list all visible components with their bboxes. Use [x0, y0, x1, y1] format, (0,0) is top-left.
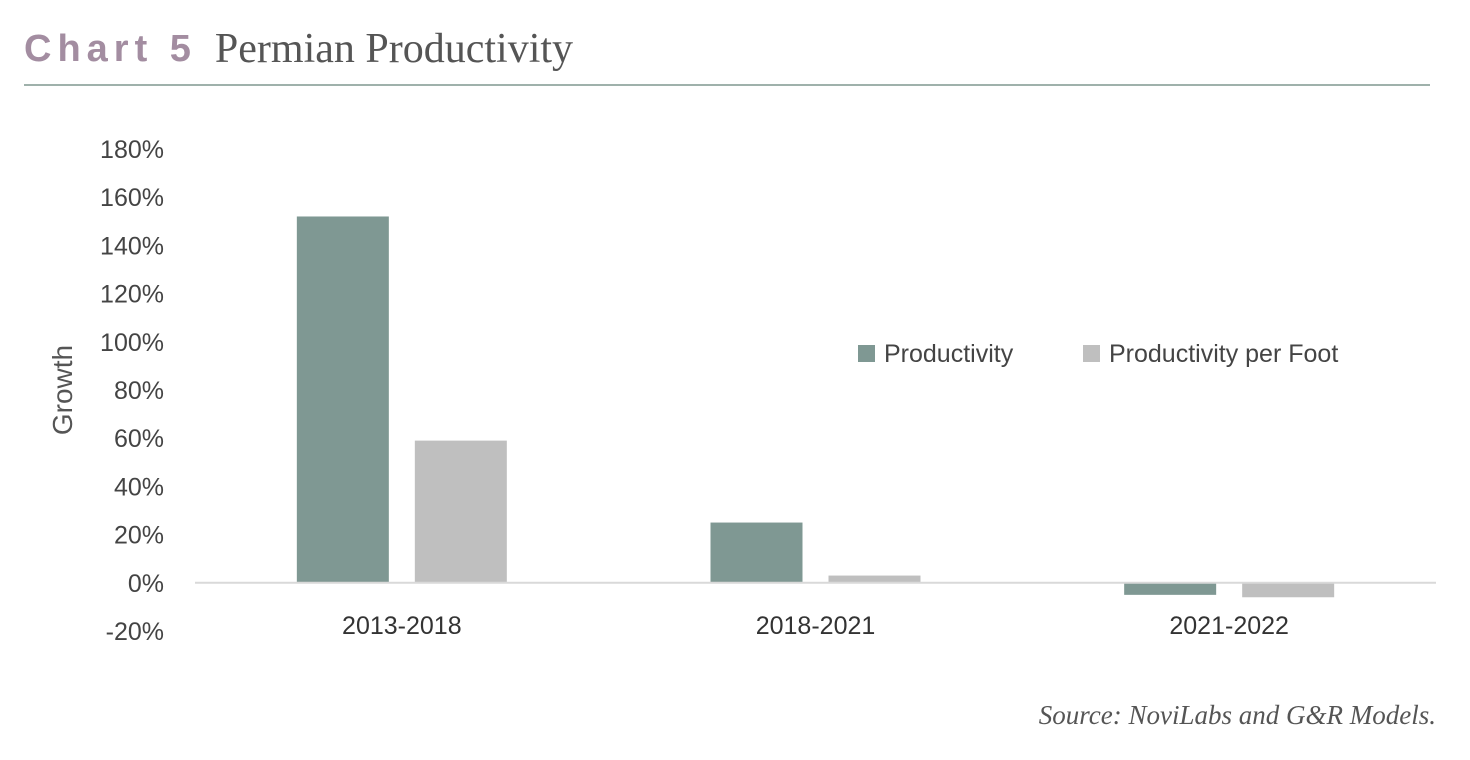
y-tick-label: 0%	[128, 570, 164, 598]
y-tick-label: 100%	[100, 329, 164, 357]
bar-productivity	[1124, 582, 1217, 595]
source-note: Source: NoviLabs and G&R Models.	[1038, 700, 1436, 730]
y-axis-title: Growth	[47, 345, 78, 435]
chart-number: Chart 5	[24, 27, 197, 70]
legend-swatch	[1083, 345, 1100, 362]
x-category-label: 2021-2022	[1169, 612, 1289, 640]
x-category-label: 2013-2018	[342, 612, 462, 640]
y-tick-label: 160%	[100, 184, 164, 212]
bar-productivity	[296, 216, 389, 583]
bar-productivity-per-foot	[828, 575, 921, 583]
bar-productivity-per-foot	[414, 440, 507, 583]
x-category-label: 2018-2021	[756, 612, 876, 640]
y-tick-label: 120%	[100, 281, 164, 309]
chart-title: Permian Productivity	[214, 26, 574, 72]
legend-swatch	[858, 345, 875, 362]
y-tick-label: 60%	[114, 425, 164, 453]
y-tick-label: 80%	[114, 377, 164, 405]
bar-productivity	[710, 522, 803, 583]
bar-productivity-per-foot	[1242, 582, 1335, 598]
chart-header: Chart 5 Permian Productivity	[24, 14, 1430, 86]
y-tick-label: 20%	[114, 522, 164, 550]
legend-label: Productivity per Foot	[1109, 340, 1338, 368]
y-tick-label: 180%	[100, 136, 164, 164]
y-tick-label: -20%	[106, 618, 164, 646]
y-tick-label: 40%	[114, 473, 164, 501]
legend-label: Productivity	[884, 340, 1014, 368]
y-tick-label: 140%	[100, 232, 164, 260]
